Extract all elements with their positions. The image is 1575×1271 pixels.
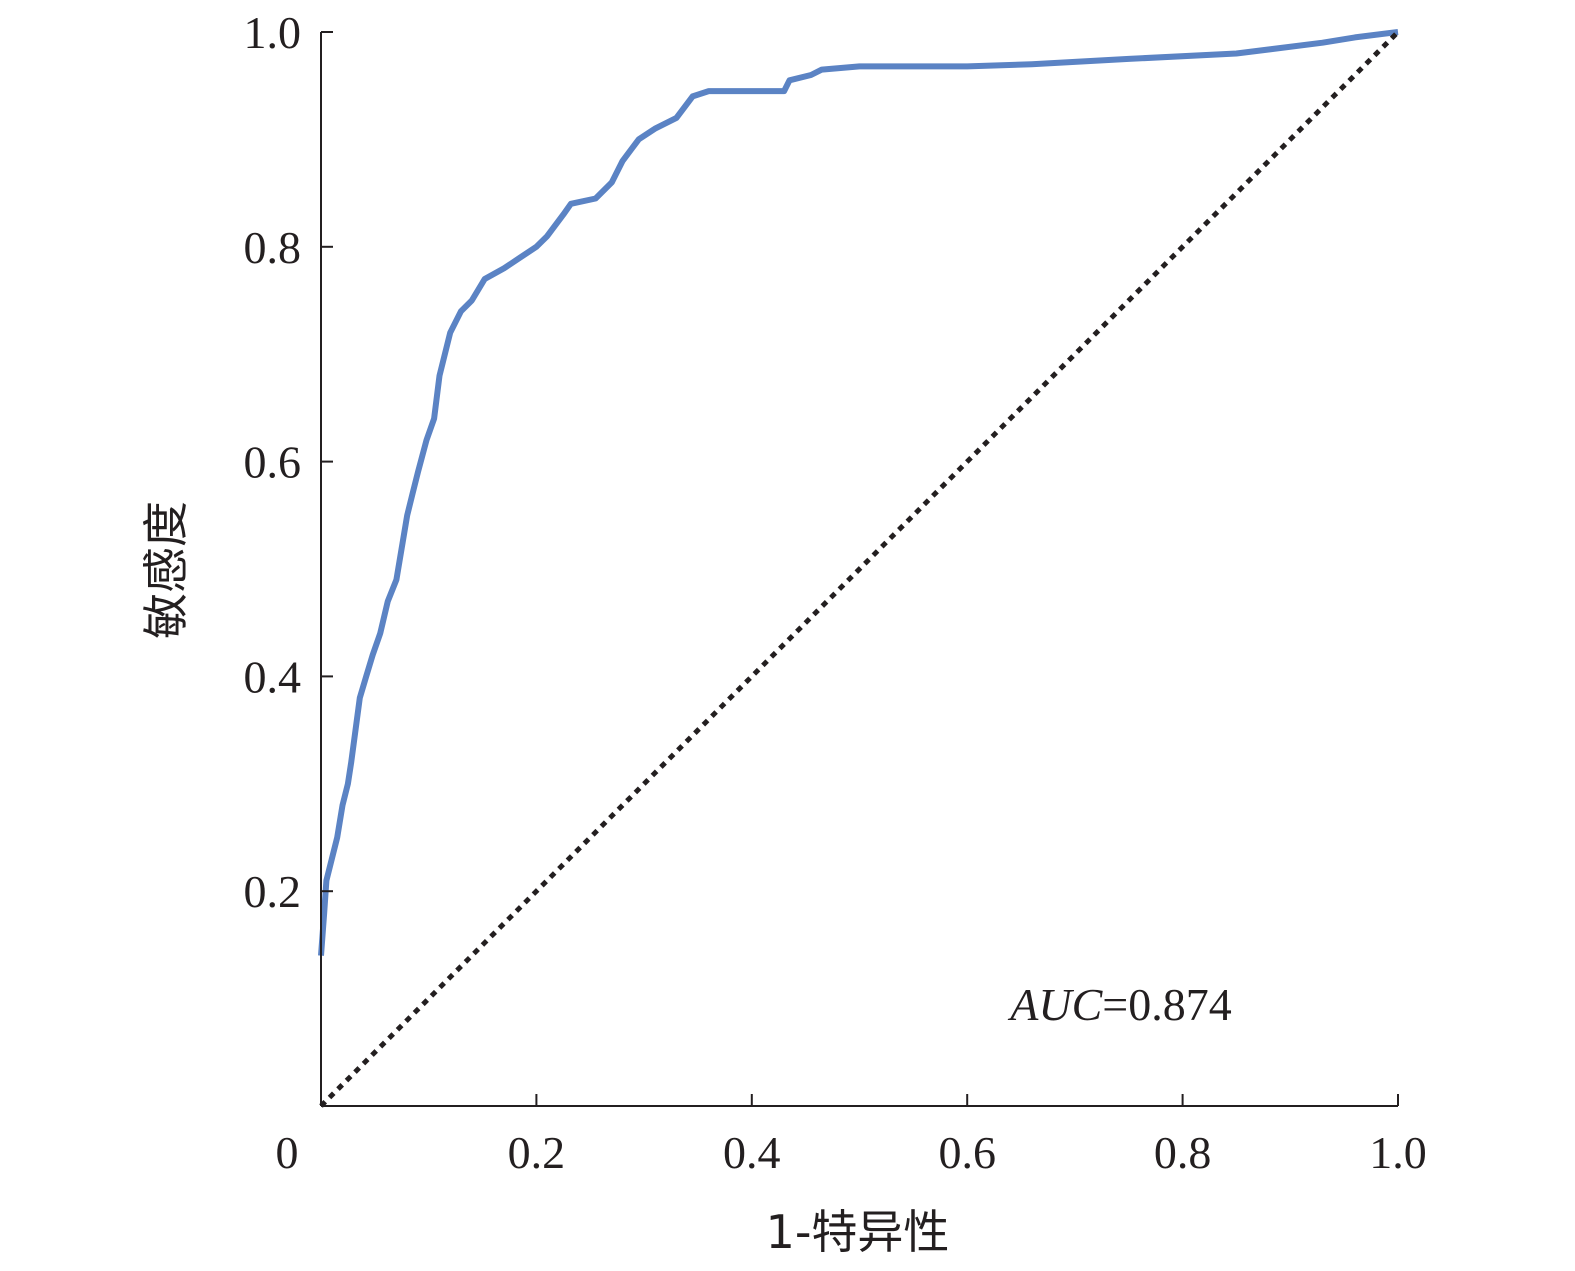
axes: 0 0.2 0.4 0.6 0.8 1.0 0.2 0.4 0.6 0.8 1.0 xyxy=(244,7,1427,1178)
roc-curve-line xyxy=(318,29,1399,956)
y-ticks: 0.2 0.4 0.6 0.8 1.0 xyxy=(244,7,333,917)
x-ticks: 0 0.2 0.4 0.6 0.8 1.0 xyxy=(276,1094,1427,1178)
auc-label: AUC xyxy=(1007,979,1103,1030)
x-tick-label: 0.4 xyxy=(723,1127,781,1178)
y-tick-label: 0.8 xyxy=(244,222,302,273)
x-tick-label: 0 xyxy=(276,1127,299,1178)
x-tick-label: 0.6 xyxy=(938,1127,996,1178)
x-tick-label: 1.0 xyxy=(1369,1127,1427,1178)
auc-value: =0.874 xyxy=(1102,979,1231,1030)
x-tick-label: 0.2 xyxy=(508,1127,566,1178)
reference-diagonal-line xyxy=(319,30,1400,1108)
series-layer xyxy=(318,29,1400,1108)
y-tick-label: 0.2 xyxy=(244,866,302,917)
auc-annotation: AUC=0.874 xyxy=(1007,979,1231,1030)
y-tick-label: 0.6 xyxy=(244,437,302,488)
y-axis-title: 敏感度 xyxy=(139,501,193,639)
y-tick-label: 1.0 xyxy=(244,7,302,58)
x-tick-label: 0.8 xyxy=(1154,1127,1212,1178)
y-tick-label: 0.4 xyxy=(244,651,302,702)
x-axis-title: 1-特异性 xyxy=(766,1205,950,1259)
